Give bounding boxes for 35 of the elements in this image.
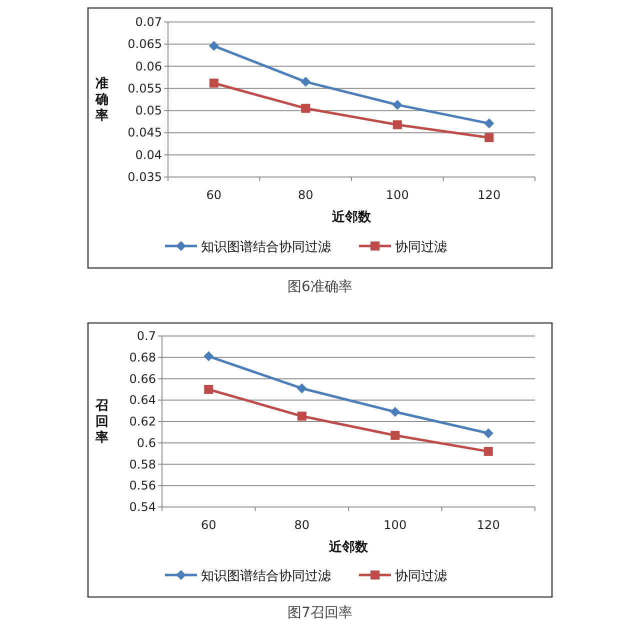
y-tick-label: 0.06 xyxy=(135,59,162,74)
x-tick-label: 120 xyxy=(476,518,500,532)
y-tick-label: 0.64 xyxy=(129,393,156,408)
y-tick-label: 0.055 xyxy=(128,81,162,96)
y-axis-title: 召回率 xyxy=(94,398,108,446)
legend-label: 协同过滤 xyxy=(395,569,447,584)
y-tick-label: 0.05 xyxy=(135,104,162,118)
caption: 图6准确率 xyxy=(288,279,352,295)
legend-label: 协同过滤 xyxy=(395,240,447,255)
y-tick-label: 0.045 xyxy=(128,126,162,140)
legend-label: 知识图谱结合协同过滤 xyxy=(201,569,331,584)
caption: 图7召回率 xyxy=(288,605,352,621)
x-axis-title: 近邻数 xyxy=(331,209,372,225)
y-axis-title: 准确率 xyxy=(94,76,108,124)
x-tick-label: 100 xyxy=(386,188,409,202)
y-tick-label: 0.04 xyxy=(135,148,162,162)
x-tick-label: 100 xyxy=(384,518,407,532)
y-tick-label: 0.035 xyxy=(128,170,162,184)
x-tick-label: 120 xyxy=(478,188,501,202)
x-tick-label: 60 xyxy=(200,518,216,532)
y-tick-label: 0.66 xyxy=(129,372,156,386)
legend-label: 知识图谱结合协同过滤 xyxy=(201,240,331,255)
y-tick-label: 0.7 xyxy=(136,329,156,343)
y-tick-label: 0.07 xyxy=(135,15,162,29)
x-axis-title: 近邻数 xyxy=(328,539,369,555)
y-tick-label: 0.6 xyxy=(136,436,156,450)
x-tick-label: 60 xyxy=(206,188,222,202)
y-tick-label: 0.065 xyxy=(128,37,162,52)
y-tick-label: 0.62 xyxy=(129,414,156,428)
y-tick-label: 0.58 xyxy=(129,457,156,472)
x-tick-label: 80 xyxy=(298,188,314,202)
x-tick-label: 80 xyxy=(294,518,310,532)
y-tick-label: 0.54 xyxy=(129,500,156,514)
y-tick-label: 0.56 xyxy=(129,478,156,493)
y-tick-label: 0.68 xyxy=(129,350,156,364)
